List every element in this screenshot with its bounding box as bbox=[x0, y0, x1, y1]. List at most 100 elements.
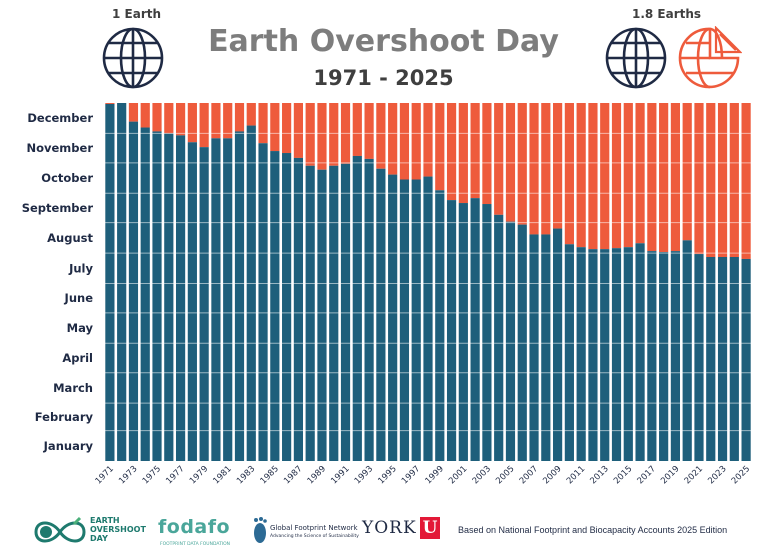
x-tick-label: 1991 bbox=[329, 464, 351, 486]
bar-overshoot-1979 bbox=[199, 147, 209, 461]
bar-remainder-2022 bbox=[706, 103, 716, 257]
bar-remainder-1984 bbox=[258, 103, 268, 144]
bar-remainder-1996 bbox=[399, 103, 410, 180]
x-tick-label: 1993 bbox=[353, 464, 375, 486]
bar-overshoot-1989 bbox=[317, 169, 327, 461]
bar-remainder-1975 bbox=[152, 103, 162, 132]
bar-overshoot-2013 bbox=[600, 249, 610, 461]
bar-overshoot-1985 bbox=[270, 151, 280, 461]
bar-overshoot-1971 bbox=[105, 103, 115, 461]
bar-overshoot-1981 bbox=[223, 138, 233, 461]
bar-remainder-1995 bbox=[388, 103, 398, 175]
bar-overshoot-1993 bbox=[364, 158, 374, 461]
bar-remainder-2010 bbox=[564, 103, 574, 245]
bar-overshoot-1996 bbox=[399, 179, 410, 461]
y-tick-label: May bbox=[67, 321, 94, 335]
bar-overshoot-2023 bbox=[717, 256, 728, 461]
gfn-name: Global Footprint Network bbox=[270, 524, 358, 532]
partial-globe-icon bbox=[678, 26, 742, 89]
y-tick-label: January bbox=[43, 439, 94, 453]
x-tick-label: 2003 bbox=[471, 464, 493, 486]
bar-overshoot-2015 bbox=[623, 247, 633, 461]
bar-overshoot-1977 bbox=[175, 135, 186, 461]
bar-remainder-1982 bbox=[234, 103, 245, 132]
fodafo-tagline: FOOTPRINT DATA FOUNDATION bbox=[160, 542, 231, 547]
y-tick-label: February bbox=[35, 410, 94, 424]
x-tick-label: 2001 bbox=[447, 464, 469, 486]
x-tick-label: 1999 bbox=[424, 464, 446, 486]
bar-remainder-2013 bbox=[600, 103, 610, 250]
york-u-mark: U bbox=[420, 517, 440, 539]
bar-remainder-2007 bbox=[529, 103, 539, 235]
bar-remainder-1988 bbox=[305, 103, 315, 166]
x-tick-label: 1973 bbox=[117, 464, 139, 486]
bar-overshoot-1975 bbox=[152, 131, 162, 461]
bar-remainder-2025 bbox=[741, 103, 751, 259]
x-tick-label: 1987 bbox=[282, 464, 304, 486]
fodafo-name: fodafo bbox=[158, 516, 231, 538]
bar-overshoot-2014 bbox=[611, 248, 622, 461]
bar-remainder-2019 bbox=[670, 103, 681, 252]
bar-remainder-2023 bbox=[717, 103, 728, 257]
bar-remainder-1976 bbox=[164, 103, 174, 134]
bar-overshoot-1998 bbox=[423, 176, 433, 461]
x-tick-label: 2025 bbox=[730, 464, 752, 486]
bar-remainder-1980 bbox=[211, 103, 221, 139]
x-tick-label: 2013 bbox=[588, 464, 610, 486]
bar-remainder-2004 bbox=[494, 103, 504, 215]
bar-remainder-1987 bbox=[293, 103, 303, 158]
overshoot-chart: January February March April May June July Augu… bbox=[22, 103, 752, 486]
x-tick-label: 1981 bbox=[211, 464, 233, 486]
y-tick-label: April bbox=[62, 351, 93, 365]
bar-overshoot-2012 bbox=[588, 249, 598, 461]
bar-overshoot-1992 bbox=[352, 155, 362, 461]
gfn-tagline: Advancing the Science of Sustainability bbox=[270, 534, 359, 539]
bar-overshoot-1976 bbox=[164, 133, 174, 461]
bar-overshoot-2020 bbox=[682, 240, 692, 461]
bar-remainder-2024 bbox=[729, 103, 739, 257]
bar-remainder-2014 bbox=[611, 103, 622, 249]
bar-overshoot-2017 bbox=[647, 251, 657, 461]
x-tick-label: 1975 bbox=[141, 464, 163, 486]
x-tick-label: 2021 bbox=[683, 464, 705, 486]
bar-overshoot-1995 bbox=[388, 174, 398, 461]
y-tick-label: November bbox=[26, 141, 93, 155]
bar-overshoot-1987 bbox=[293, 157, 303, 461]
bar-remainder-1997 bbox=[411, 103, 421, 180]
bar-overshoot-2018 bbox=[659, 252, 669, 461]
one-earth-label: 1 Earth bbox=[112, 7, 162, 21]
x-tick-label: 1979 bbox=[188, 464, 210, 486]
chart-title: Earth Overshoot Day bbox=[208, 24, 559, 59]
x-tick-label: 2007 bbox=[518, 464, 540, 486]
x-tick-label: 1989 bbox=[306, 464, 328, 486]
x-tick-label: 1985 bbox=[259, 464, 281, 486]
bar-overshoot-2003 bbox=[482, 204, 492, 461]
x-tick-label: 1995 bbox=[376, 464, 398, 486]
bar-overshoot-1994 bbox=[376, 168, 386, 461]
bar-overshoot-1984 bbox=[258, 143, 268, 461]
bar-remainder-2009 bbox=[553, 103, 563, 229]
bar-overshoot-2009 bbox=[553, 228, 563, 461]
bar-overshoot-2011 bbox=[576, 247, 586, 461]
bar-remainder-2011 bbox=[576, 103, 586, 248]
bar-remainder-1994 bbox=[376, 103, 386, 169]
x-tick-label: 2023 bbox=[706, 464, 728, 486]
bar-overshoot-2025 bbox=[741, 258, 751, 461]
x-tick-label: 2005 bbox=[494, 464, 516, 486]
logo-line-3: DAY bbox=[90, 534, 108, 543]
bar-overshoot-2016 bbox=[635, 243, 645, 461]
bar-overshoot-1978 bbox=[187, 142, 197, 462]
bar-remainder-1990 bbox=[329, 103, 339, 166]
y-tick-label: July bbox=[68, 261, 93, 275]
bar-overshoot-2001 bbox=[458, 203, 468, 462]
bar-remainder-1986 bbox=[282, 103, 292, 154]
y-tick-label: August bbox=[47, 231, 93, 245]
bar-remainder-1978 bbox=[187, 103, 197, 143]
bar-remainder-1992 bbox=[352, 103, 362, 156]
bar-remainder-2002 bbox=[470, 103, 480, 199]
bar-overshoot-1986 bbox=[282, 153, 292, 461]
x-tick-label: 2015 bbox=[612, 464, 634, 486]
bar-remainder-2001 bbox=[458, 103, 468, 204]
bar-remainder-1985 bbox=[270, 103, 280, 152]
bar-overshoot-1999 bbox=[435, 190, 445, 462]
